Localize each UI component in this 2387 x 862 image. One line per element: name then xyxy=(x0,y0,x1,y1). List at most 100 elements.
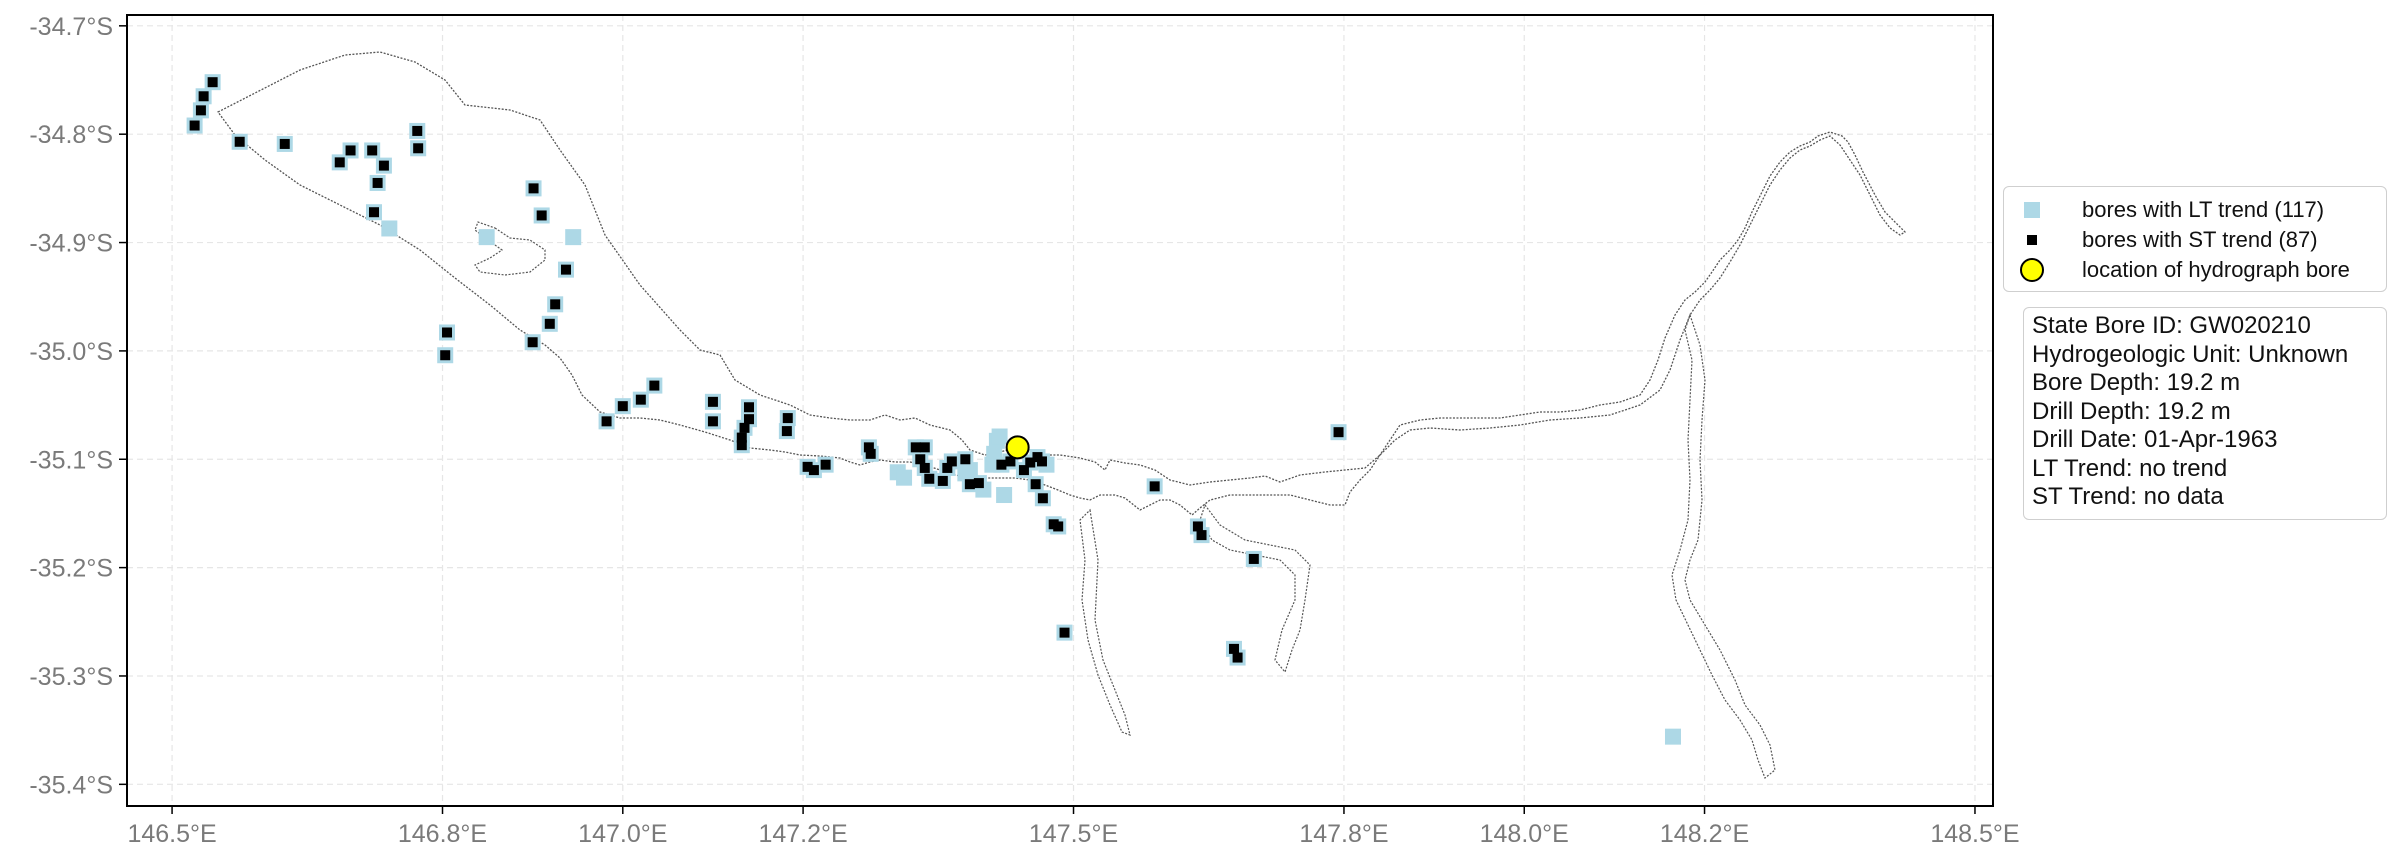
st-bore-markers xyxy=(189,77,1344,663)
st-bore-marker xyxy=(561,264,572,275)
info-lt-trend: LT Trend: no trend xyxy=(2032,454,2228,482)
st-bore-marker xyxy=(996,459,1007,470)
st-bore-marker xyxy=(279,138,290,149)
long-river-outline xyxy=(1671,313,1776,779)
info-hydrogeologic-unit: Hydrogeologic Unit: Unknown xyxy=(2032,340,2349,368)
yellow-circle-icon xyxy=(2020,258,2044,282)
st-bore-marker xyxy=(1030,479,1041,490)
st-bore-marker xyxy=(973,478,984,489)
y-tick-label: -35.2°S xyxy=(29,555,113,583)
info-bore-id: State Bore ID: GW020210 xyxy=(2032,312,2311,339)
black-square-icon xyxy=(2027,235,2037,245)
catchment-boundary xyxy=(217,51,1907,779)
st-bore-marker xyxy=(820,459,831,470)
st-bore-marker xyxy=(960,454,971,465)
st-bore-marker xyxy=(368,207,379,218)
y-tick-label: -35.4°S xyxy=(29,771,113,799)
y-axis-ticks: -34.7°S -34.8°S -34.9°S -35.0°S -35.1°S -35.2… xyxy=(29,13,127,799)
southern-tributary-outline xyxy=(1079,508,1131,736)
st-bore-marker xyxy=(1232,652,1243,663)
st-bore-marker xyxy=(334,157,345,168)
legend-item-lt: bores with LT trend (117) xyxy=(2004,194,2386,226)
info-drill-depth: Drill Depth: 19.2 m xyxy=(2032,397,2231,425)
st-bore-marker xyxy=(1018,465,1029,476)
x-tick-label: 146.8°E xyxy=(398,820,487,848)
y-tick-label: -35.3°S xyxy=(29,663,113,691)
st-bore-marker xyxy=(195,105,206,116)
x-tick-label: 146.5°E xyxy=(127,820,216,848)
st-bore-marker xyxy=(442,327,453,338)
st-bore-marker xyxy=(412,125,423,136)
hydrograph-bore-marker xyxy=(1005,435,1030,460)
hydrograph-bore-point xyxy=(1005,435,1030,460)
st-bore-marker xyxy=(1228,643,1239,654)
st-bore-marker xyxy=(865,448,876,459)
st-bore-marker xyxy=(707,396,718,407)
lt-bore-marker xyxy=(991,428,1008,445)
lt-bore-marker xyxy=(565,229,582,246)
st-bore-marker xyxy=(919,442,930,453)
st-bore-marker xyxy=(189,120,200,131)
st-bore-marker xyxy=(744,402,754,413)
y-tick-label: -34.9°S xyxy=(29,230,113,258)
y-tick-label: -34.8°S xyxy=(29,121,113,149)
st-bore-marker xyxy=(964,479,975,490)
y-tick-label: -34.7°S xyxy=(29,13,113,41)
st-bore-marker xyxy=(744,414,754,425)
st-bore-marker xyxy=(863,442,874,453)
st-bore-marker xyxy=(1025,457,1036,468)
lt-bore-markers xyxy=(186,74,1681,745)
st-bore-marker xyxy=(736,432,747,443)
st-bore-marker xyxy=(781,426,792,437)
gridlines xyxy=(127,15,1993,806)
st-bore-marker xyxy=(707,416,718,427)
st-bore-marker xyxy=(924,473,935,484)
st-bore-marker xyxy=(413,143,424,154)
upper-catchment-outline xyxy=(217,51,1907,516)
st-bore-marker xyxy=(544,318,555,329)
st-bore-marker xyxy=(207,77,218,88)
st-bore-marker xyxy=(802,461,813,472)
x-tick-label: 147.0°E xyxy=(578,820,667,848)
st-bore-marker xyxy=(937,475,948,486)
info-bore-depth: Bore Depth: 19.2 m xyxy=(2032,369,2241,396)
x-tick-label: 148.5°E xyxy=(1930,820,2019,848)
legend-label-lt: bores with LT trend (117) xyxy=(2082,197,2325,222)
st-bore-marker xyxy=(910,442,921,453)
st-bore-marker xyxy=(942,462,953,473)
st-bore-marker xyxy=(739,422,750,433)
info-drill-date: Drill Date: 01-Apr-1963 xyxy=(2032,426,2278,453)
legend-item-hydrograph: location of hydrograph bore xyxy=(2004,254,2386,286)
st-bore-marker xyxy=(1036,456,1047,467)
legend-item-st: bores with ST trend (87) xyxy=(2004,224,2386,256)
plot-frame xyxy=(126,14,1994,807)
st-bore-marker xyxy=(1149,481,1160,492)
st-bore-marker xyxy=(1333,427,1344,438)
east-tributary-outline xyxy=(1199,503,1311,674)
st-bore-marker xyxy=(440,350,451,361)
legend-label-st: bores with ST trend (87) xyxy=(2082,227,2318,252)
st-bore-marker xyxy=(617,401,628,412)
st-bore-marker xyxy=(234,136,245,147)
x-tick-label: 147.5°E xyxy=(1029,820,1118,848)
st-bore-marker xyxy=(527,337,538,348)
st-bore-marker xyxy=(946,456,957,467)
st-bore-marker xyxy=(1005,456,1016,467)
st-bore-marker xyxy=(198,91,209,102)
st-bore-marker xyxy=(782,413,793,424)
st-bore-marker xyxy=(1196,530,1207,541)
info-st-trend: ST Trend: no data xyxy=(2032,483,2224,510)
x-tick-label: 148.0°E xyxy=(1480,820,1569,848)
st-bore-marker xyxy=(635,394,646,405)
lt-bore-marker xyxy=(996,487,1013,504)
st-bore-marker xyxy=(919,462,930,473)
st-bore-marker xyxy=(345,145,356,156)
lt-bore-marker xyxy=(896,469,913,486)
y-tick-label: -35.0°S xyxy=(29,338,113,366)
x-tick-label: 147.2°E xyxy=(758,820,847,848)
st-bore-marker xyxy=(649,380,660,391)
st-bore-marker xyxy=(736,440,747,451)
st-bore-marker xyxy=(601,416,612,427)
st-bore-marker xyxy=(1248,553,1259,564)
